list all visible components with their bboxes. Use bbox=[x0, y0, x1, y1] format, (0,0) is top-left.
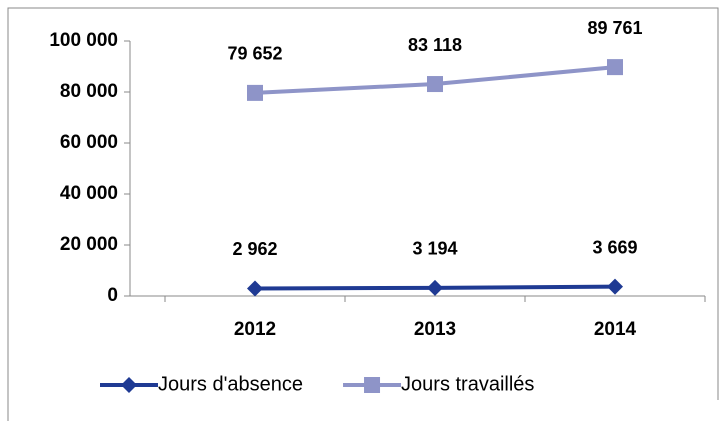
data-label: 79 652 bbox=[227, 44, 282, 64]
y-tick-label: 0 bbox=[107, 285, 118, 306]
legend-label: Jours travaillés bbox=[401, 373, 534, 395]
y-tick-label: 60 000 bbox=[60, 132, 118, 153]
data-label: 3 669 bbox=[592, 237, 637, 257]
x-tick-label: 2014 bbox=[594, 319, 637, 340]
legend-marker bbox=[121, 377, 137, 393]
chart-border bbox=[7, 7, 719, 421]
x-tick-label: 2012 bbox=[234, 319, 276, 340]
data-point bbox=[607, 59, 623, 76]
data-label: 3 194 bbox=[412, 239, 457, 259]
legend-marker bbox=[364, 377, 381, 393]
data-label: 83 118 bbox=[408, 35, 462, 55]
y-tick-label: 80 000 bbox=[60, 81, 118, 102]
data-label: 89 761 bbox=[587, 18, 642, 38]
data-point bbox=[427, 279, 443, 296]
y-tick-label: 40 000 bbox=[60, 183, 118, 204]
y-tick-label: 100 000 bbox=[49, 30, 118, 51]
data-label: 2 962 bbox=[232, 239, 277, 259]
x-tick-label: 2013 bbox=[414, 319, 456, 340]
data-point bbox=[607, 278, 623, 295]
y-tick-label: 20 000 bbox=[60, 234, 118, 255]
data-point bbox=[247, 84, 263, 101]
data-point bbox=[247, 280, 263, 297]
legend-label: Jours d'absence bbox=[158, 373, 303, 395]
data-point bbox=[427, 76, 443, 93]
